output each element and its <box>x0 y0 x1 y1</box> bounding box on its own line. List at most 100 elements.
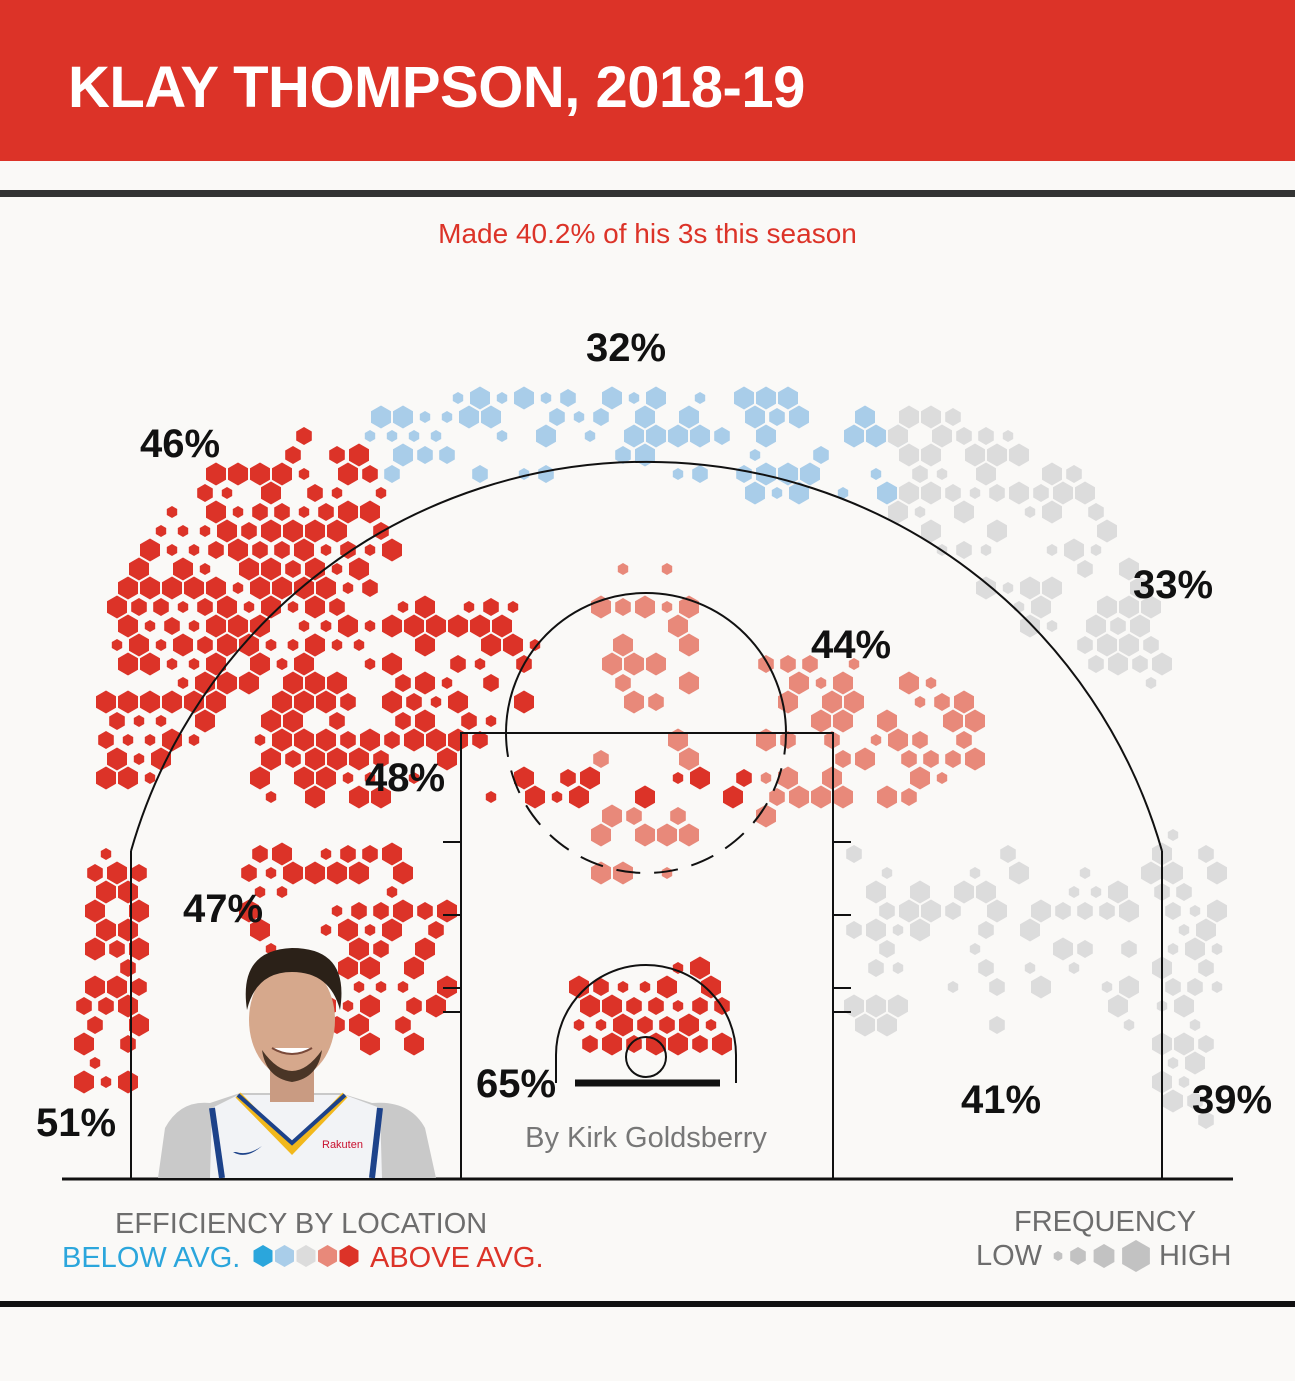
byline: By Kirk Goldsberry <box>525 1122 767 1154</box>
shot-hex <box>162 690 182 714</box>
shot-hex <box>756 728 776 752</box>
shot-hex <box>1163 861 1183 885</box>
shot-hex <box>868 959 884 977</box>
legend-size-swatch <box>1122 1240 1150 1272</box>
shot-hex <box>408 430 420 442</box>
shot-hex <box>1042 576 1062 600</box>
shot-hex <box>342 1000 354 1012</box>
shot-hex <box>1121 940 1137 958</box>
shot-hex <box>307 484 323 502</box>
shot-hex <box>1185 937 1205 961</box>
shot-hex <box>692 465 708 483</box>
shot-hex <box>802 655 818 673</box>
shot-hex <box>613 861 633 885</box>
shot-hex <box>331 487 343 499</box>
shot-hex <box>628 392 640 404</box>
shot-hex <box>100 1076 112 1088</box>
shot-hex <box>252 503 268 521</box>
shot-hex <box>89 1057 101 1069</box>
shot-hex <box>296 427 312 445</box>
shot-hex <box>837 487 849 499</box>
shot-hex <box>978 427 994 445</box>
shot-hex <box>866 994 886 1018</box>
shot-hex <box>331 905 343 917</box>
shot-hex <box>166 544 178 556</box>
shot-hex <box>692 997 708 1015</box>
shot-hex <box>1066 465 1082 483</box>
shot-hex <box>855 747 875 771</box>
shot-hex <box>109 712 125 730</box>
shot-hex <box>936 772 948 784</box>
shot-hex <box>327 519 347 543</box>
shot-hex <box>206 690 226 714</box>
shot-hex <box>892 962 904 974</box>
shot-hex <box>74 1070 94 1094</box>
shot-hex <box>285 750 301 768</box>
shot-hex <box>1119 595 1139 619</box>
shot-hex <box>232 506 244 518</box>
shot-hex <box>1189 905 1201 917</box>
shot-hex <box>595 1019 607 1031</box>
shot-hex <box>712 1032 732 1056</box>
shot-hex <box>1088 503 1104 521</box>
shot-hex <box>373 940 389 958</box>
shot-hex <box>98 997 114 1015</box>
shot-hex <box>635 595 655 619</box>
frequency-size-scale <box>1053 1240 1150 1272</box>
shot-hex <box>349 937 369 961</box>
shot-hex <box>822 690 842 714</box>
shot-hex <box>879 940 895 958</box>
shot-hex <box>870 468 882 480</box>
shot-hex <box>584 430 596 442</box>
shot-hex <box>393 899 413 923</box>
shot-hex <box>945 902 961 920</box>
shot-hex <box>133 715 145 727</box>
shot-hex <box>573 411 585 423</box>
shot-hex <box>723 785 743 809</box>
shot-hex <box>382 538 402 562</box>
shot-hex <box>714 427 730 445</box>
shot-hex <box>206 614 226 638</box>
shot-hex <box>780 731 796 749</box>
shot-hex <box>364 924 376 936</box>
zone-labels: 51% 46% 32% 33% 39% 48% 47% 44% 41% 65% <box>36 326 1272 1145</box>
shot-hex <box>107 861 127 885</box>
shot-hex <box>448 614 468 638</box>
shot-hex <box>173 557 193 581</box>
shot-hex <box>734 386 754 410</box>
shot-hex <box>1079 867 1091 879</box>
shot-hex <box>129 937 149 961</box>
shot-hex <box>1141 861 1161 885</box>
shot-hex <box>140 538 160 562</box>
shot-hex <box>1046 544 1058 556</box>
shot-hex <box>1000 845 1016 863</box>
shot-hex <box>241 522 257 540</box>
shot-hex <box>1130 614 1150 638</box>
shot-hex <box>360 728 380 752</box>
shot-hex <box>144 620 156 632</box>
shot-hex <box>386 430 398 442</box>
shot-hex <box>371 405 391 429</box>
shot-hex <box>943 709 963 733</box>
free-throw-circle-top <box>505 592 787 734</box>
shot-hex <box>881 867 893 879</box>
shot-hex <box>96 918 116 942</box>
shot-hex <box>899 481 919 505</box>
shot-hex <box>624 652 644 676</box>
shot-hex <box>329 712 345 730</box>
shot-hex <box>98 731 114 749</box>
shot-hex <box>274 541 290 559</box>
shot-hex <box>626 807 642 825</box>
shot-hex <box>382 652 402 676</box>
shot-hex <box>151 747 171 771</box>
shot-hex <box>1042 462 1062 486</box>
legend-above-avg: ABOVE AVG. <box>370 1242 544 1274</box>
shot-hex <box>1132 655 1148 673</box>
shot-hex <box>1002 582 1014 594</box>
shot-hex <box>239 671 259 695</box>
shot-hex <box>877 1013 897 1037</box>
shot-hex <box>316 728 336 752</box>
top-divider <box>0 190 1295 197</box>
legend-below-avg: BELOW AVG. <box>62 1242 240 1274</box>
shot-hex <box>1119 557 1139 581</box>
